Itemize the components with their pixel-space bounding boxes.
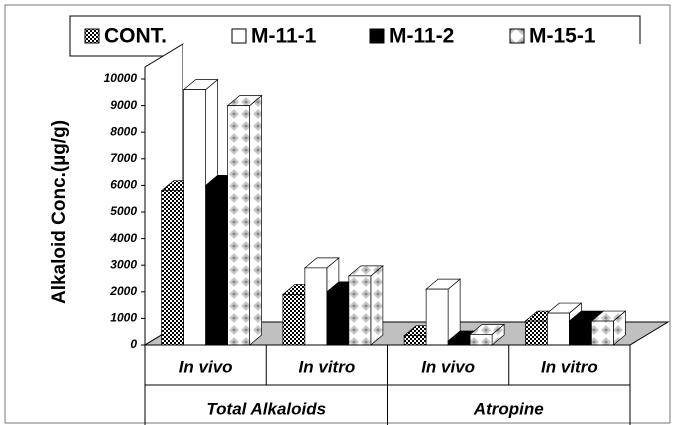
group-label: Atropine (473, 399, 544, 418)
bar (447, 340, 471, 346)
x-tick-label: In vivo (179, 357, 233, 376)
bar (227, 105, 250, 346)
legend-label: CONT. (104, 25, 167, 48)
y-tick-label: 4000 (109, 231, 137, 245)
y-tick-label: 7000 (110, 151, 137, 165)
bar (403, 335, 427, 346)
x-tick-label: In vitro (299, 357, 356, 376)
bar (469, 334, 493, 346)
bar (282, 294, 306, 346)
y-tick-label: 0 (130, 337, 137, 351)
bar (569, 320, 592, 346)
y-tick-label: 8000 (110, 124, 137, 138)
y-tick-label: 9000 (110, 98, 137, 112)
bar (205, 185, 228, 346)
legend-label: M-11-2 (389, 25, 454, 48)
x-tick-label: In vivo (421, 357, 475, 376)
bar (161, 190, 184, 346)
legend-label: M-11-1 (251, 25, 317, 48)
bar (326, 291, 350, 346)
group-label: Total Alkaloids (206, 399, 326, 418)
legend-label: M-15-1 (529, 25, 596, 48)
bar (525, 320, 548, 346)
y-tick-label: 5000 (110, 204, 137, 218)
x-tick-label: In vitro (541, 357, 598, 376)
bar-side (249, 94, 262, 346)
legend-swatch (84, 28, 100, 44)
frame (4, 4, 671, 424)
bar (183, 89, 206, 346)
y-tick-label: 1000 (110, 311, 137, 325)
bar (348, 275, 372, 346)
bar (591, 320, 614, 346)
y-tick-label: 6000 (110, 178, 137, 192)
y-tick-label: 3000 (110, 257, 137, 271)
y-tick-label: 10000 (104, 71, 138, 85)
bar (304, 267, 328, 346)
y-axis-title: Alkaloid Conc.(µg/g) (49, 120, 70, 304)
bar (547, 312, 570, 346)
bar-side (370, 265, 384, 346)
bar (425, 288, 449, 346)
legend-swatch (369, 28, 385, 44)
back-wall (183, 44, 668, 322)
y-tick-label: 2000 (109, 284, 137, 298)
legend-swatch (231, 28, 247, 44)
legend-swatch (509, 28, 525, 44)
